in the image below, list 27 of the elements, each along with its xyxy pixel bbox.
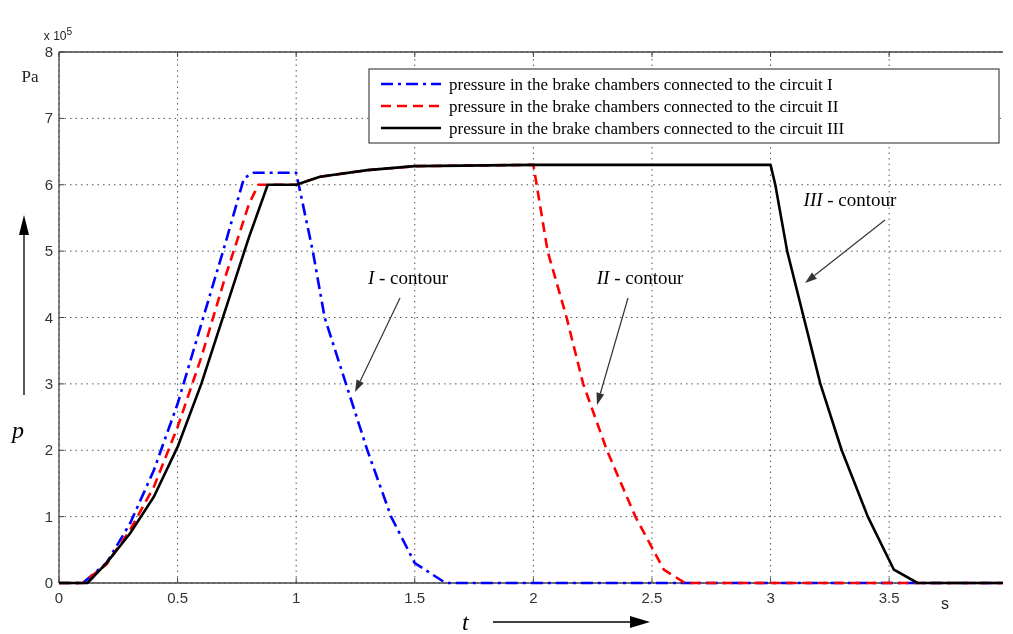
legend-label: pressure in the brake chambers connected to the circuit I	[449, 75, 834, 94]
annotation: I - contour	[366, 267, 449, 288]
text: x 10$^{5}$	[43, 25, 73, 43]
y-tick-label: 7	[44, 109, 53, 127]
text: Pa	[21, 67, 39, 86]
annotation: II - contour	[595, 267, 684, 288]
x-axis-title: t	[462, 609, 470, 634]
legend-label: pressure in the brake chambers connected to the circuit III	[449, 119, 845, 138]
y-tick-label: 8	[44, 43, 53, 60]
y-axis-title: p	[10, 417, 24, 443]
legend-label: pressure in the brake chambers connected to the circuit II	[449, 97, 839, 116]
x-tick-label: 3	[766, 589, 775, 606]
y-tick-label: 6	[44, 175, 53, 193]
x-tick-label: 2.5	[641, 589, 663, 606]
x-tick-label: 1.5	[404, 589, 426, 606]
y-tick-label: 3	[44, 374, 53, 392]
y-tick-label: 2	[44, 441, 53, 459]
y-tick-label: 4	[44, 308, 53, 326]
y-tick-label: 0	[44, 574, 53, 591]
x-tick-label: 1	[292, 589, 301, 606]
annotation: III - contour	[802, 189, 898, 210]
y-tick-label: 5	[44, 242, 53, 260]
text: s	[941, 595, 949, 612]
x-tick-label: 0.5	[167, 589, 189, 606]
x-tick-label: 3.5	[878, 589, 900, 606]
x-tick-label: 2	[529, 589, 538, 606]
y-tick-label: 1	[44, 507, 53, 525]
